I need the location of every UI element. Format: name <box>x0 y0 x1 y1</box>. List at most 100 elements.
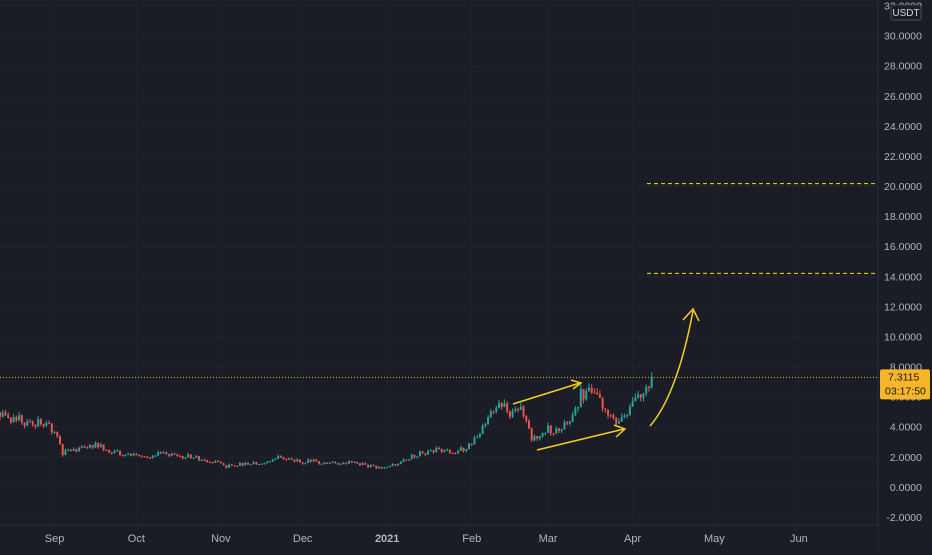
candle-body <box>552 433 555 435</box>
candle-body <box>39 419 42 425</box>
candle-body <box>165 452 168 455</box>
candle-body <box>549 425 552 434</box>
candle-body <box>328 462 331 464</box>
candle-body <box>582 389 585 400</box>
y-tick-label: 0.0000 <box>890 482 922 494</box>
candle-body <box>211 462 214 464</box>
candle-body <box>424 453 427 455</box>
candle-body <box>577 407 580 409</box>
candle-body <box>623 415 626 417</box>
candle-body <box>206 460 209 462</box>
candle-body <box>399 461 402 464</box>
y-tick-label: 22.0000 <box>884 151 922 163</box>
candle-body <box>127 453 130 455</box>
candle-body <box>467 443 470 450</box>
candle-body <box>301 462 304 464</box>
candle-body <box>108 450 111 453</box>
current-price-value: 7.3115 <box>888 371 919 383</box>
candle-body <box>184 457 187 459</box>
candle-body <box>282 457 285 459</box>
candle-body <box>405 459 408 461</box>
candle-body <box>132 453 135 456</box>
y-tick-label: 14.0000 <box>884 271 922 283</box>
candle-body <box>497 403 500 408</box>
currency-label: USDT <box>892 8 919 19</box>
lower-arrow-head <box>613 424 627 438</box>
candle-body <box>34 424 37 427</box>
candle-body <box>203 459 206 461</box>
candle-body <box>233 465 236 467</box>
candle-body <box>604 408 607 410</box>
candle-body <box>181 456 184 459</box>
x-tick-label: May <box>704 533 725 545</box>
x-tick-label: Feb <box>462 533 481 545</box>
candle-body <box>593 392 596 394</box>
candle-body <box>293 459 296 462</box>
candle-body <box>383 467 386 469</box>
candle-body <box>1 412 4 417</box>
candle-body <box>80 446 83 449</box>
candle-body <box>612 415 615 419</box>
candle-body <box>533 436 536 441</box>
candle-body <box>279 456 282 458</box>
candle-body <box>247 462 250 465</box>
candle-body <box>208 461 211 463</box>
candle-body <box>650 376 653 388</box>
candle-body <box>342 462 345 464</box>
candle-body <box>61 443 64 456</box>
candle-body <box>470 443 473 445</box>
time-axis[interactable]: Sep Oct Nov Dec 2021 Feb Mar Apr May Jun <box>0 524 878 550</box>
candle-body <box>418 451 421 457</box>
candle-body <box>69 449 72 451</box>
candle-body <box>596 392 599 395</box>
y-tick-label: 2.0000 <box>890 452 922 464</box>
candle-body <box>615 418 618 424</box>
candle-body <box>110 452 113 454</box>
candle-body <box>138 455 141 457</box>
candle-body <box>91 445 94 448</box>
candle-body <box>170 453 173 456</box>
candle-body <box>102 444 105 450</box>
candle-body <box>9 418 12 423</box>
candle-body <box>312 459 315 462</box>
currency-badge[interactable] <box>890 4 922 21</box>
candle-body <box>151 455 154 459</box>
price-axis[interactable]: 32.000030.000028.000026.000024.000022.00… <box>877 0 932 550</box>
candle-body <box>555 428 558 434</box>
candle-body <box>353 462 356 464</box>
y-tick-label: 18.0000 <box>884 211 922 223</box>
candle-body <box>48 422 51 424</box>
y-tick-label: 16.0000 <box>884 241 922 253</box>
candle-body <box>386 466 389 468</box>
y-tick-label: 30.0000 <box>884 31 922 43</box>
candle-body <box>337 463 340 465</box>
candle-body <box>236 465 239 467</box>
y-tick-label: 10.0000 <box>884 331 922 343</box>
candle-body <box>97 442 100 448</box>
candle-body <box>350 461 353 463</box>
candle-body <box>408 459 411 461</box>
x-tick-label: Sep <box>45 533 65 545</box>
candle-body <box>334 461 337 464</box>
candle-body <box>129 453 132 456</box>
grid <box>0 0 878 525</box>
y-tick-label: 12.0000 <box>884 301 922 313</box>
candle-body <box>587 387 590 392</box>
candle-body <box>391 464 394 467</box>
candle-body <box>536 436 539 439</box>
candle-body <box>249 464 252 466</box>
candle-body <box>495 407 498 412</box>
candle-body <box>448 449 451 453</box>
candle-body <box>440 449 443 452</box>
candle-body <box>168 454 171 456</box>
candle-body <box>339 463 342 465</box>
candle-body <box>50 423 53 433</box>
candle-body <box>0 412 1 417</box>
candle-body <box>162 452 165 454</box>
candle-body <box>277 456 280 459</box>
candle-body <box>225 465 228 468</box>
candles <box>0 372 653 470</box>
candle-body <box>429 450 432 452</box>
candle-body <box>506 403 509 412</box>
